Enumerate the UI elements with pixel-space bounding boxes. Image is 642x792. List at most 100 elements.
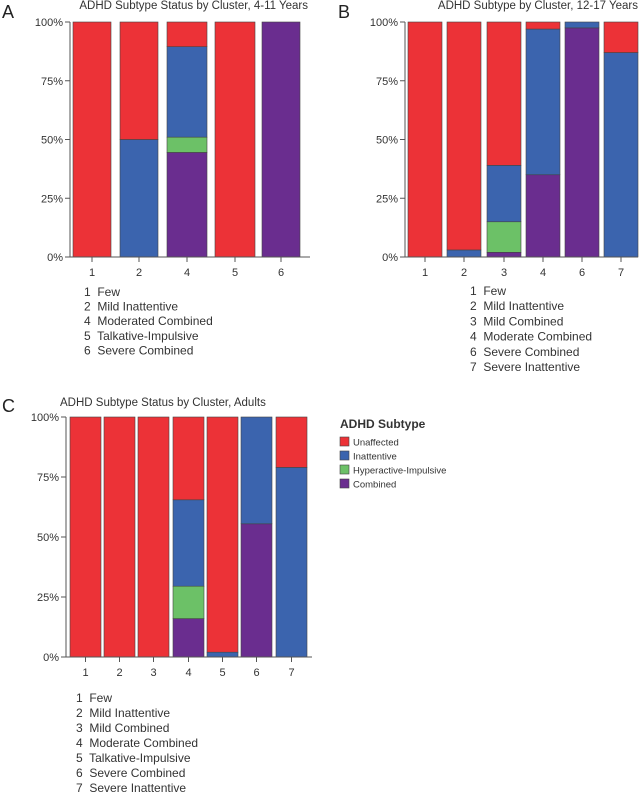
legend: ADHD Subtype Unaffected Inattentive Hyperac… <box>339 417 446 491</box>
bar-segment-inattentive-cluster-6 <box>240 416 273 525</box>
y-tick-label: 100% <box>35 17 63 29</box>
legend-label: Combined <box>353 480 396 491</box>
cluster-key-item: 1 Few <box>84 285 120 299</box>
legend-label: Hyperactive-Impulsive <box>353 466 446 477</box>
cluster-key-item: 1 Few <box>76 691 112 705</box>
y-tick-label: 0% <box>47 252 63 264</box>
y-tick-label: 75% <box>41 76 63 88</box>
bar-segment-inattentive-cluster-2 <box>119 139 159 258</box>
y-tick-label: 100% <box>31 412 59 424</box>
chart-title: ADHD Subtype by Cluster, 12-17 Years <box>438 0 638 12</box>
panel-letter: B <box>338 2 350 22</box>
x-tick-label: 2 <box>136 267 142 279</box>
bar-segment-combined-cluster-4 <box>525 174 561 258</box>
x-tick-label: 4 <box>184 267 190 279</box>
x-tick-label: 6 <box>253 667 259 679</box>
bar-segment-inattentive-cluster-5 <box>206 651 239 658</box>
bar-segment-combined-cluster-3 <box>486 252 522 258</box>
x-tick-label: 1 <box>82 667 88 679</box>
bar-segment-inattentive-cluster-2 <box>446 249 482 258</box>
bar-segment-unaffected-cluster-4 <box>166 21 208 47</box>
cluster-key-item: 7 Severe Inattentive <box>470 360 580 374</box>
x-tick-label: 7 <box>618 267 624 279</box>
bar-segment-combined-cluster-4 <box>172 618 205 658</box>
cluster-key-item: 5 Talkative-Impulsive <box>84 329 199 343</box>
bar-segment-hyperactive-impulsive-cluster-3 <box>486 221 522 253</box>
bar-segment-inattentive-cluster-7 <box>275 467 308 658</box>
x-tick-label: 4 <box>185 667 191 679</box>
x-tick-label: 1 <box>89 267 95 279</box>
panel-a: A ADHD Subtype Status by Cluster, 4-11 Ye… <box>2 0 310 357</box>
cluster-key-item: 3 Mild Combined <box>76 721 169 735</box>
x-tick-label: 6 <box>278 267 284 279</box>
cluster-key-item: 2 Mild Inattentive <box>76 706 170 720</box>
x-tick-label: 2 <box>461 267 467 279</box>
y-tick-label: 0% <box>382 252 398 264</box>
legend-swatch <box>339 450 350 461</box>
y-tick-label: 0% <box>43 652 59 664</box>
x-tick-label: 2 <box>116 667 122 679</box>
x-tick-label: 5 <box>232 267 238 279</box>
y-tick-label: 25% <box>37 592 59 604</box>
x-tick-label: 6 <box>579 267 585 279</box>
bar-segment-unaffected-cluster-3 <box>486 21 522 166</box>
cluster-key-item: 7 Severe Inattentive <box>76 781 186 792</box>
bar-segment-unaffected-cluster-1 <box>72 21 112 258</box>
x-tick-label: 7 <box>288 667 294 679</box>
y-tick-label: 75% <box>37 472 59 484</box>
bar-segment-combined-cluster-6 <box>240 523 273 658</box>
cluster-key-item: 2 Mild Inattentive <box>470 299 564 313</box>
x-tick-label: 5 <box>219 667 225 679</box>
cluster-key-item: 4 Moderated Combined <box>84 314 213 328</box>
legend-label: Unaffected <box>353 438 399 449</box>
bar-segment-unaffected-cluster-2 <box>119 21 159 140</box>
chart-title: ADHD Subtype Status by Cluster, Adults <box>60 397 266 409</box>
cluster-key-item: 4 Moderate Combined <box>76 736 198 750</box>
bar-segment-unaffected-cluster-5 <box>206 416 239 653</box>
legend-label: Inattentive <box>353 452 397 463</box>
y-tick-label: 25% <box>41 193 63 205</box>
bar-segment-hyperactive-impulsive-cluster-4 <box>166 136 208 153</box>
legend-swatch <box>339 478 350 489</box>
bar-segment-inattentive-cluster-4 <box>166 46 208 138</box>
cluster-key-item: 4 Moderate Combined <box>470 330 592 344</box>
y-tick-label: 50% <box>376 135 398 147</box>
bar-segment-unaffected-cluster-5 <box>214 21 256 258</box>
y-tick-label: 50% <box>37 532 59 544</box>
legend-swatch <box>339 464 350 475</box>
y-tick-label: 50% <box>41 135 63 147</box>
bar-segment-unaffected-cluster-2 <box>446 21 482 251</box>
bar-segment-hyperactive-impulsive-cluster-4 <box>172 585 205 619</box>
bar-segment-inattentive-cluster-7 <box>603 52 639 258</box>
x-tick-label: 1 <box>422 267 428 279</box>
bar-segment-combined-cluster-4 <box>166 152 208 258</box>
panel-c: C ADHD Subtype Status by Cluster, Adults 0… <box>2 396 312 792</box>
cluster-key-item: 6 Severe Combined <box>76 766 185 780</box>
bar-segment-unaffected-cluster-7 <box>275 416 308 468</box>
bar-segment-unaffected-cluster-1 <box>407 21 443 258</box>
bar-segment-combined-cluster-6 <box>564 27 600 258</box>
x-tick-label: 3 <box>150 667 156 679</box>
panel-letter: C <box>2 396 15 416</box>
y-tick-label: 75% <box>376 76 398 88</box>
cluster-key-item: 1 Few <box>470 284 506 298</box>
x-tick-label: 4 <box>540 267 546 279</box>
y-tick-label: 25% <box>376 193 398 205</box>
cluster-key-item: 2 Mild Inattentive <box>84 300 178 314</box>
bar-segment-unaffected-cluster-2 <box>103 416 136 658</box>
bar-segment-inattentive-cluster-3 <box>486 165 522 223</box>
bar-segment-unaffected-cluster-3 <box>137 416 170 658</box>
x-tick-label: 3 <box>501 267 507 279</box>
bar-segment-inattentive-cluster-6 <box>564 21 600 29</box>
cluster-key-item: 3 Mild Combined <box>470 314 563 328</box>
panel-letter: A <box>2 2 14 22</box>
bar-segment-inattentive-cluster-4 <box>525 28 561 176</box>
bar-segment-combined-cluster-6 <box>261 21 301 258</box>
bar-segment-unaffected-cluster-7 <box>603 21 639 53</box>
legend-swatch <box>339 436 350 447</box>
bar-segment-unaffected-cluster-4 <box>525 21 561 30</box>
bar-segment-unaffected-cluster-1 <box>69 416 102 658</box>
cluster-key-item: 6 Severe Combined <box>84 343 193 357</box>
cluster-key-item: 5 Talkative-Impulsive <box>76 751 191 765</box>
chart-title: ADHD Subtype Status by Cluster, 4-11 Yea… <box>79 0 308 12</box>
